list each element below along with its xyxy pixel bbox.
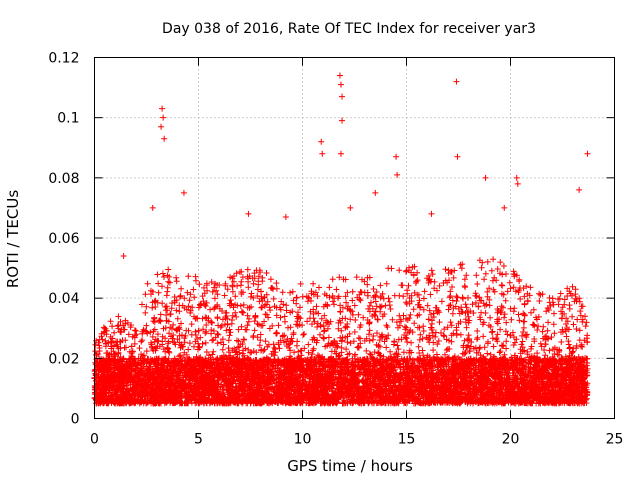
outlier-point <box>337 150 344 157</box>
y-tick-label: 0 <box>71 412 80 428</box>
outlier-point <box>158 123 165 130</box>
outlier-point <box>339 117 346 124</box>
x-tick-label: 10 <box>294 432 312 448</box>
outlier-point <box>372 189 379 196</box>
y-axis-label: ROTI / TECUs <box>4 190 22 288</box>
x-tick-label: 0 <box>90 432 99 448</box>
outlier-point <box>584 150 591 157</box>
outlier-point <box>453 78 460 85</box>
data-points <box>91 72 591 407</box>
outlier-point <box>339 93 346 100</box>
outlier-point <box>337 81 344 88</box>
outlier-point <box>180 189 187 196</box>
outlier-point <box>149 204 156 211</box>
y-tick-label: 0.1 <box>57 111 79 127</box>
outlier-point <box>576 186 583 193</box>
x-axis: 0 5 10 15 20 25 <box>90 57 624 448</box>
x-axis-label: GPS time / hours <box>287 457 413 475</box>
x-tick-label: 5 <box>194 432 203 448</box>
outlier-point <box>336 72 343 79</box>
scatter-points <box>91 256 591 407</box>
outlier-point <box>319 150 326 157</box>
y-tick-label: 0.06 <box>48 231 79 247</box>
outlier-point <box>159 105 166 112</box>
outlier-point <box>513 174 520 181</box>
y-tick-label: 0.02 <box>48 351 79 367</box>
chart-title: Day 038 of 2016, Rate Of TEC Index for r… <box>162 21 536 37</box>
x-tick-label: 20 <box>502 432 520 448</box>
outlier-point <box>347 204 354 211</box>
outlier-point <box>482 174 489 181</box>
x-tick-label: 15 <box>398 432 416 448</box>
outlier-point <box>282 213 289 220</box>
y-tick-label: 0.08 <box>48 171 79 187</box>
x-tick-label: 25 <box>606 432 624 448</box>
y-axis: 0 0.02 0.04 0.06 0.08 0.1 0.12 <box>48 51 615 428</box>
outlier-point <box>394 171 401 178</box>
outlier-point <box>318 138 325 145</box>
outlier-point <box>428 210 435 217</box>
outlier-point <box>161 135 168 142</box>
outlier-point <box>245 210 252 217</box>
outlier-point <box>120 253 127 260</box>
outlier-point <box>393 153 400 160</box>
outlier-point <box>454 153 461 160</box>
outlier-point <box>501 204 508 211</box>
y-tick-label: 0.12 <box>48 51 79 67</box>
y-tick-label: 0.04 <box>48 291 79 307</box>
outlier-point <box>514 180 521 187</box>
outlier-point <box>160 114 167 121</box>
